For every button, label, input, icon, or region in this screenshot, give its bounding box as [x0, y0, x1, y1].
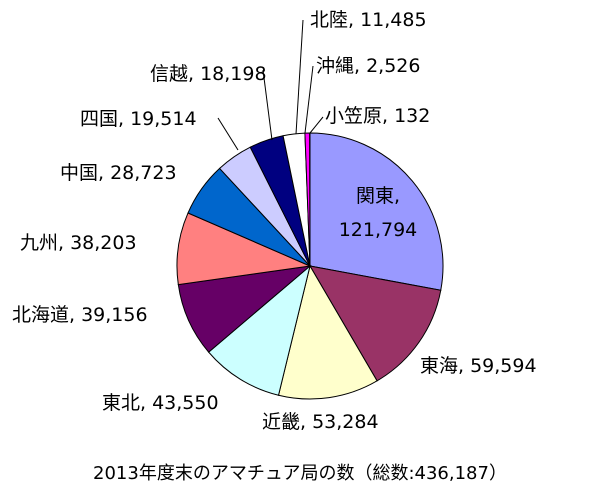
- slice-labels: 関東, 121,794 東海, 59,594 近畿, 53,284 東北, 43,550…: [12, 9, 537, 433]
- pie-slice-4: [207, 264, 311, 396]
- slice-label-2: 東海, 59,594: [420, 355, 537, 377]
- leader-line-12: [309, 116, 324, 134]
- slice-label-10: 北陸, 11,485: [310, 9, 427, 31]
- slice-label-6: 九州, 38,203: [20, 232, 137, 254]
- slice-label-12: 小笠原, 132: [325, 105, 430, 127]
- slice-label-11: 沖縄, 2,526: [316, 55, 420, 77]
- pie-slice-2: [309, 265, 442, 382]
- slice-label-4: 東北, 43,550: [102, 392, 219, 414]
- pie-slices: [176, 132, 444, 400]
- slice-label-7: 中国, 28,723: [60, 162, 177, 184]
- pie-slice-1: [309, 132, 444, 291]
- leader-line-10: [295, 19, 304, 135]
- label-leader-lines: [217, 19, 324, 151]
- pie-slice-3: [277, 264, 378, 400]
- slice-label-1: 関東, 121,794: [339, 185, 418, 241]
- leader-line-11: [304, 65, 314, 134]
- slice-label-8: 四国, 19,514: [80, 108, 197, 130]
- leader-line-9: [262, 69, 273, 141]
- slice-label-9: 信越, 18,198: [150, 63, 267, 85]
- slice-label-3: 近畿, 53,284: [262, 411, 379, 433]
- slice-label-5: 北海道, 39,156: [12, 304, 148, 326]
- chart-title: 2013年度末のアマチュア局の数（総数:436,187）: [93, 463, 507, 484]
- leader-line-8: [217, 117, 239, 151]
